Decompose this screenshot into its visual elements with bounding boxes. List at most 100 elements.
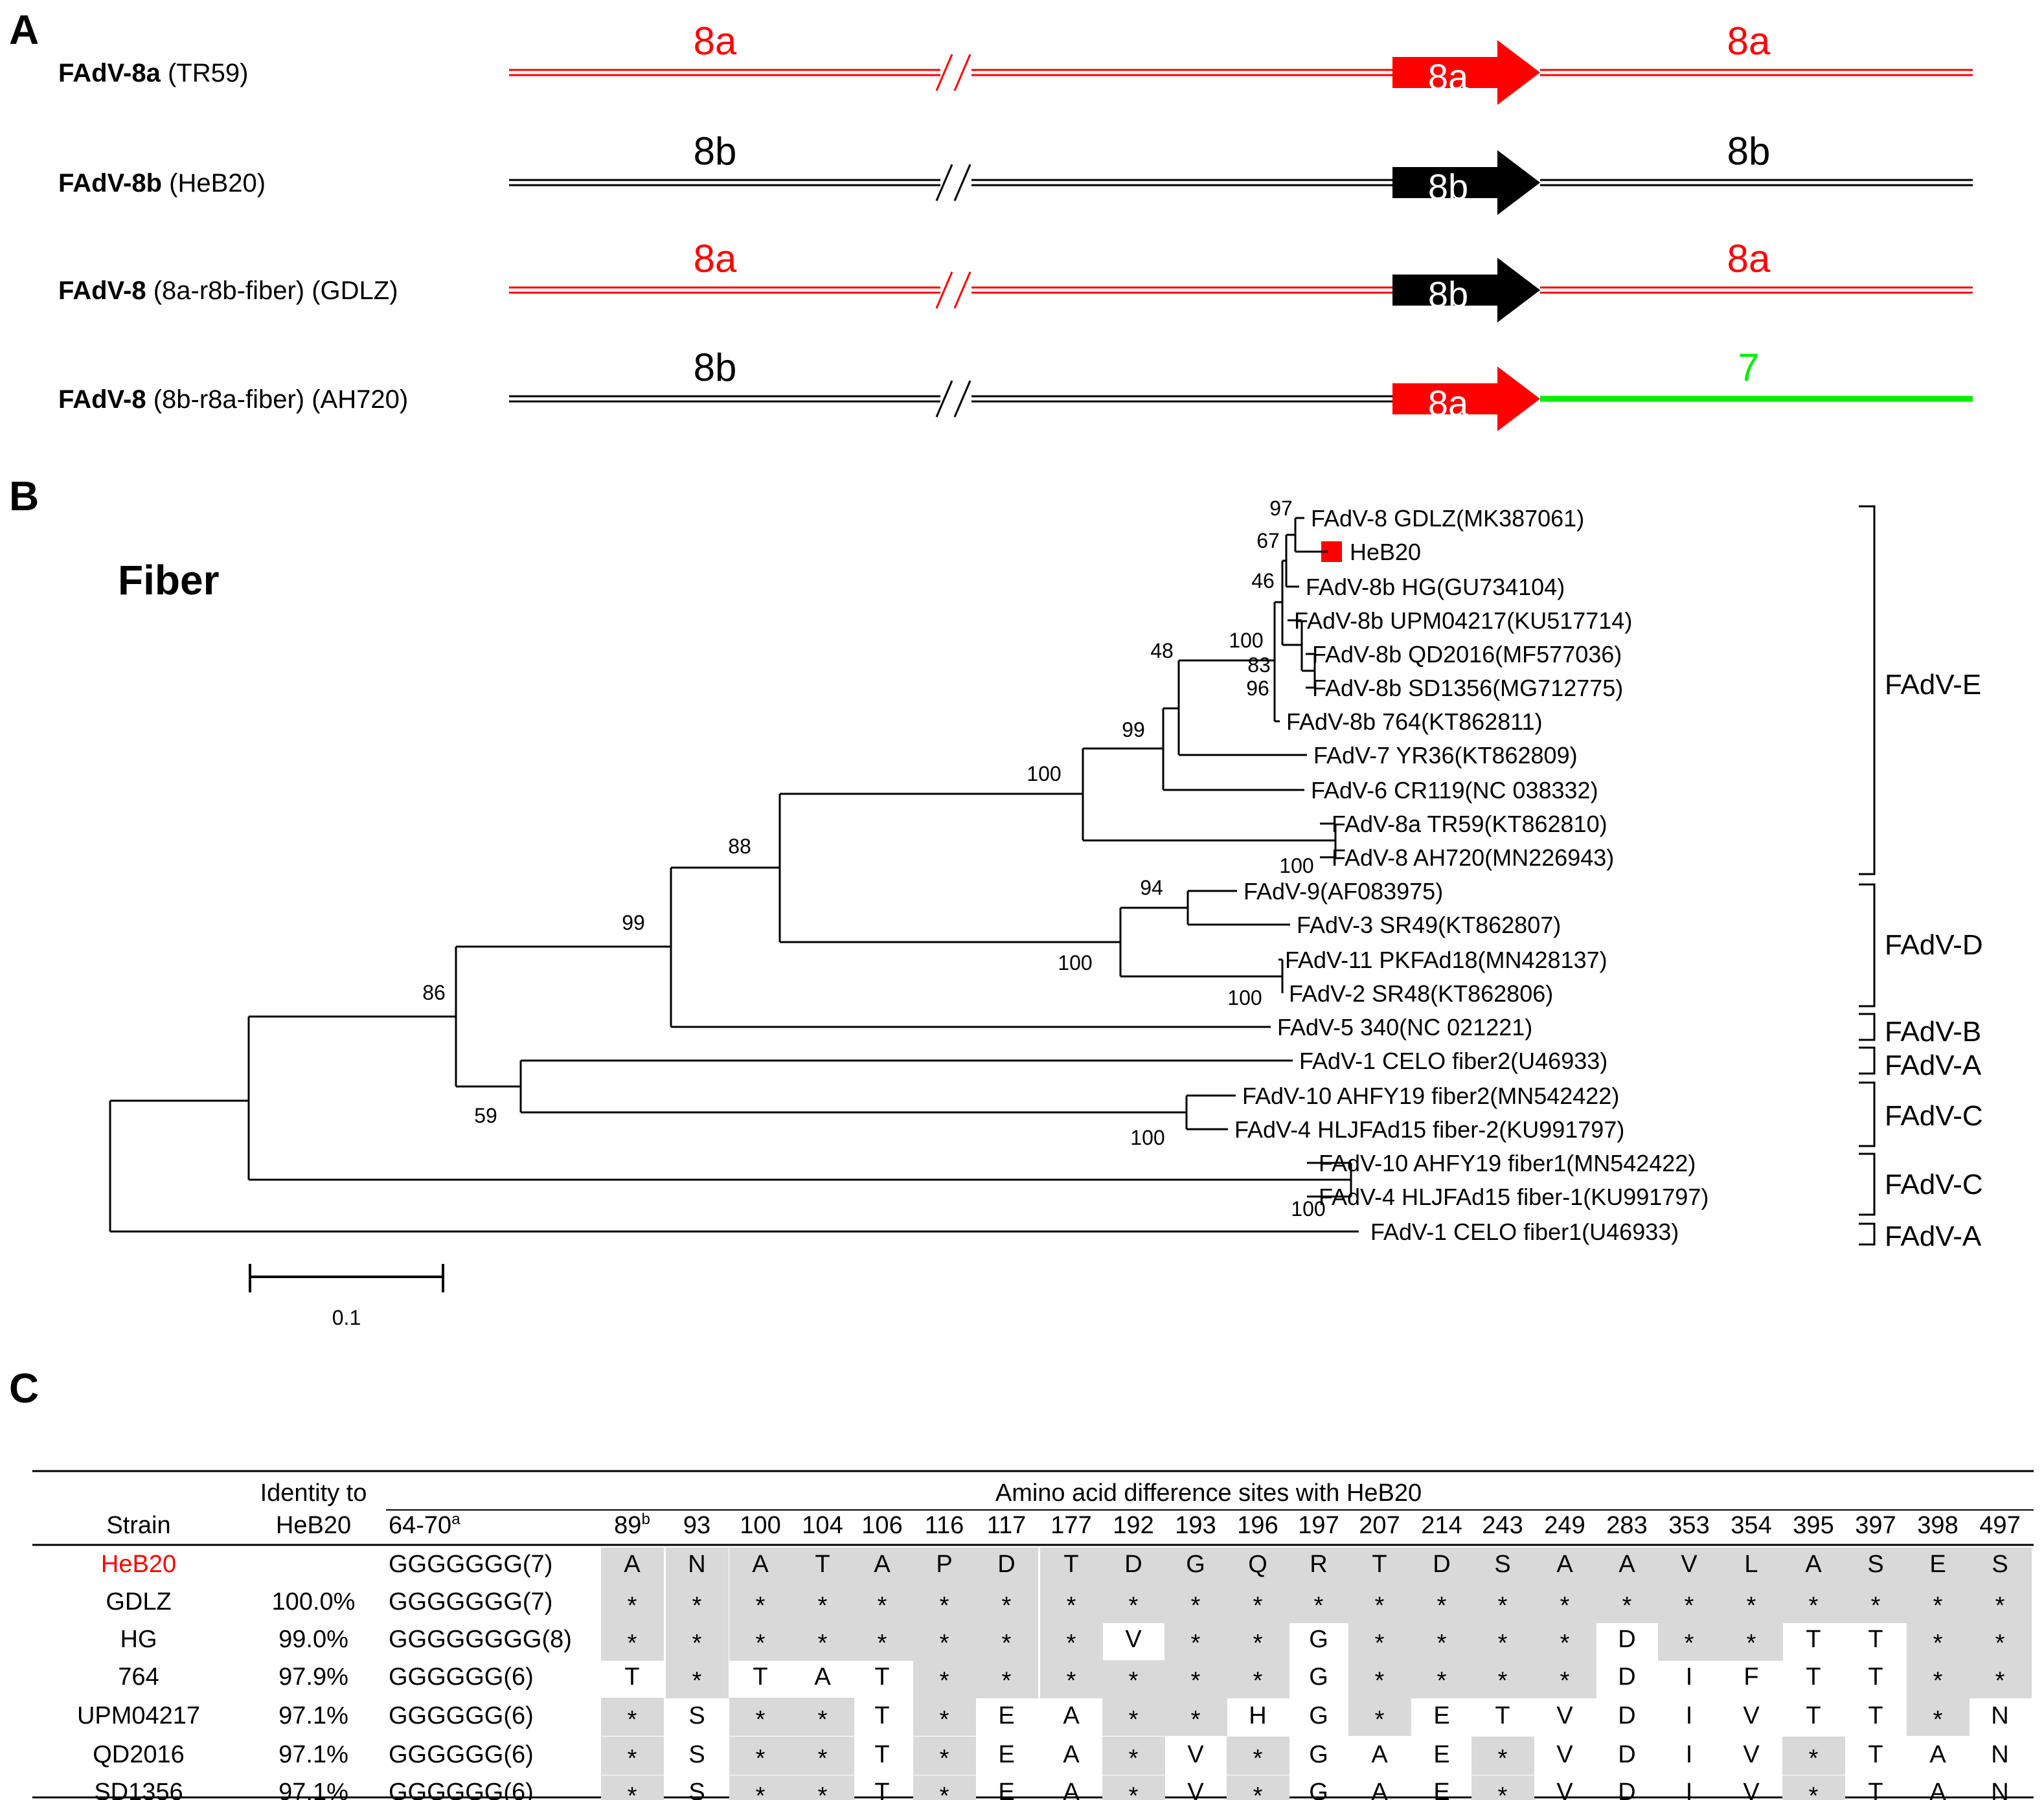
genome-row: FAdV-8a (TR59) 8a 8a 8a (58, 19, 1973, 105)
shade-cell (729, 1547, 792, 1586)
shade-cell (1411, 1547, 1473, 1586)
residue: * (692, 1667, 702, 1694)
residue: * (1375, 1667, 1385, 1694)
residue: S (1494, 1551, 1510, 1578)
shade-cell (975, 1623, 1038, 1661)
shade-cell (1471, 1623, 1534, 1661)
genome-name: FAdV-8 (8a-r8b-fiber) (GDLZ) (58, 276, 398, 305)
segment-label-right: 7 (1738, 346, 1759, 389)
shade-cell (913, 1623, 976, 1661)
residue: * (1375, 1630, 1385, 1657)
shade-cell (1471, 1737, 1534, 1775)
residue: * (1498, 1592, 1508, 1619)
residue: V (1187, 1741, 1204, 1768)
shade-cell (1164, 1660, 1227, 1698)
bootstrap-value: 48 (1150, 639, 1174, 662)
group-label: FAdV-C (1885, 1100, 1983, 1132)
taxon-label: FAdV-8b UPM04217(KU517714) (1294, 607, 1632, 634)
genome-row: FAdV-8 (8b-r8a-fiber) (AH720) 8a 8b 7 (58, 346, 1973, 431)
bootstrap-value: 94 (1140, 876, 1163, 899)
shade-cell (729, 1623, 792, 1661)
taxon-label: FAdV-11 PKFAd18(MN428137) (1285, 947, 1607, 973)
poly-g-value: GGGGGGG(7) (389, 1588, 552, 1615)
site-number: 104 (802, 1512, 843, 1539)
bootstrap-value: 96 (1246, 677, 1269, 700)
site-number: 193 (1175, 1512, 1216, 1539)
residue: G (1309, 1779, 1328, 1800)
residue: A (1063, 1779, 1080, 1800)
break-mark (953, 271, 971, 309)
segment-label-right: 8b (1727, 129, 1771, 173)
residue: * (1437, 1667, 1447, 1694)
group-label: FAdV-B (1885, 1016, 1981, 1048)
residue: A (1805, 1551, 1822, 1578)
residue: * (756, 1745, 766, 1772)
residue: T (815, 1551, 830, 1578)
shade-cell (1227, 1623, 1289, 1661)
site-header: 193 (1175, 1512, 1216, 1539)
residue: * (818, 1592, 828, 1619)
residue: A (1063, 1702, 1080, 1729)
shade-cell (729, 1775, 792, 1800)
group-bracket (1859, 1222, 1876, 1246)
strain-name: 764 (118, 1663, 159, 1691)
residue: * (628, 1783, 637, 1800)
shade-cell (666, 1547, 729, 1586)
shade-cell (1658, 1547, 1721, 1586)
residue: S (1992, 1551, 2008, 1578)
residue: V (1743, 1741, 1760, 1768)
shade-cell (851, 1547, 914, 1586)
residue: F (1743, 1663, 1758, 1691)
shade-cell (1658, 1623, 1721, 1661)
residue: * (940, 1667, 949, 1694)
residue: T (1868, 1702, 1883, 1729)
site-number: 354 (1731, 1512, 1771, 1539)
footnote-b: b (641, 1511, 650, 1528)
residue: * (1129, 1667, 1139, 1694)
site-number: 89 (614, 1512, 641, 1539)
group-label: FAdV-A (1885, 1221, 1982, 1252)
fiber-gene-label: 8b (1428, 166, 1468, 207)
shade-cell (913, 1698, 976, 1736)
residue: T (874, 1663, 889, 1691)
residue: * (1933, 1630, 1943, 1657)
fiber-gene-label: 8a (1428, 56, 1469, 97)
residue: * (1253, 1592, 1263, 1619)
shade-cell (1907, 1698, 1970, 1736)
residue: I (1686, 1663, 1693, 1691)
shade-cell (601, 1547, 664, 1586)
shade-cell (1348, 1585, 1411, 1623)
residue: * (940, 1706, 949, 1733)
poly-g-value: GGGGGGG(7) (389, 1551, 552, 1578)
taxon-label: FAdV-8 GDLZ(MK387061) (1311, 505, 1584, 532)
residue: A (1371, 1779, 1388, 1800)
residue: * (628, 1592, 637, 1619)
shade-cell (851, 1623, 914, 1661)
identity-value: 97.9% (278, 1663, 348, 1691)
taxon-label: FAdV-3 SR49(KT862807) (1297, 912, 1561, 938)
poly-g-value: GGGGGG(6) (389, 1779, 534, 1800)
header-identity: HeB20 (276, 1512, 351, 1539)
shade-cell (1969, 1585, 2032, 1623)
residue: A (752, 1551, 769, 1578)
site-number: 196 (1237, 1512, 1278, 1539)
header-identity: Identity to (260, 1479, 367, 1507)
shade-cell (1969, 1660, 2032, 1698)
taxon-label: HeB20 (1350, 539, 1421, 565)
shade-cell (1348, 1547, 1411, 1586)
fiber-gene-arrow (1392, 150, 1540, 215)
shade-cell (975, 1585, 1038, 1623)
shade-cell (1227, 1547, 1289, 1586)
segment-label-right: 8a (1727, 19, 1771, 63)
site-number: 397 (1855, 1512, 1896, 1539)
genome-name-detail: (8b-r8a-fiber) (AH720) (146, 385, 409, 414)
break-mark (935, 380, 953, 418)
residue: T (874, 1702, 889, 1729)
residue: P (936, 1551, 952, 1578)
header-poly-g: 64-70a (389, 1511, 460, 1539)
residue: * (1437, 1592, 1447, 1619)
shade-cell (1720, 1585, 1783, 1623)
shade-cell (791, 1737, 854, 1775)
residue: * (1933, 1706, 1943, 1733)
residue: * (1129, 1745, 1139, 1772)
